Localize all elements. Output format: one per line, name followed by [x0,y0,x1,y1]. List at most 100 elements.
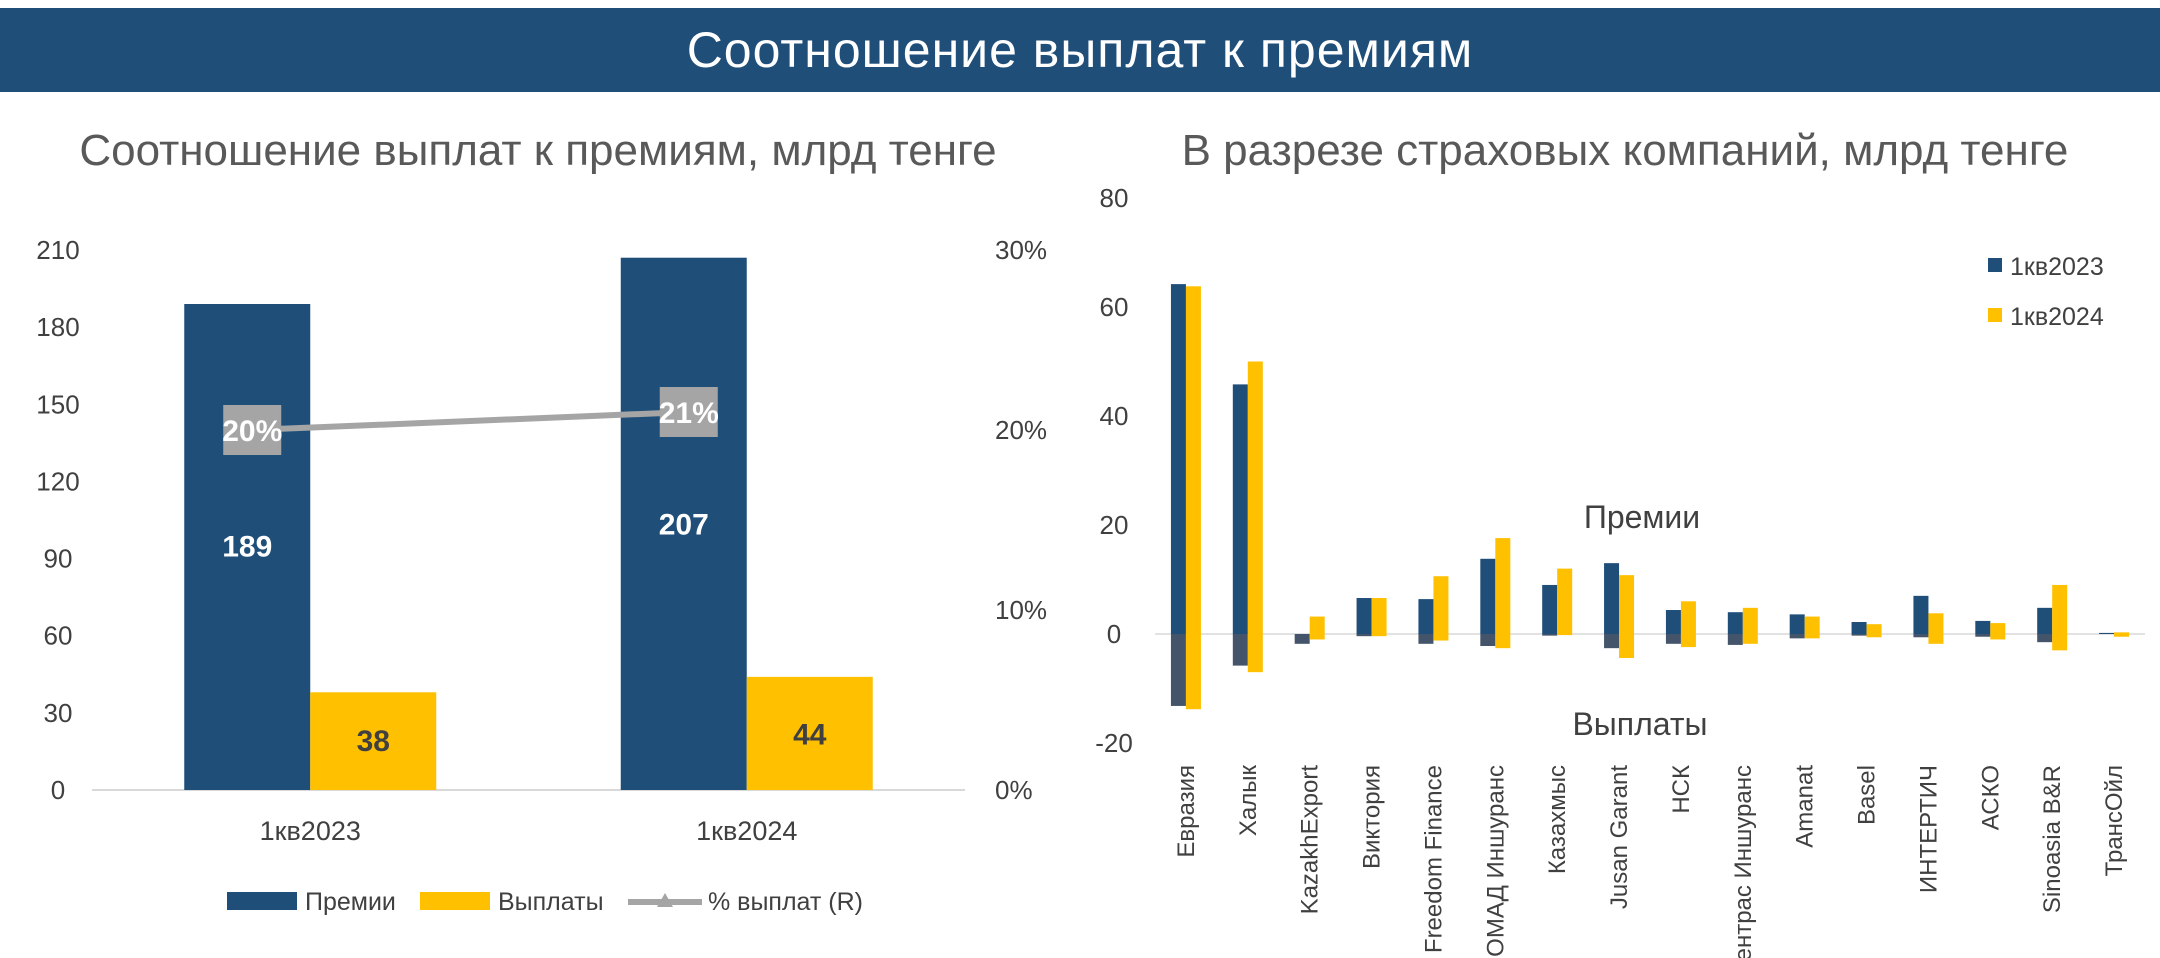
page-banner-title: Соотношение выплат к премиям [0,8,2160,92]
premium-bar-2024 [1495,538,1511,634]
left-bar-payouts [746,676,873,790]
legend-label-2023: 1кв2023 [2010,253,2104,281]
company-label: АСКО [1977,765,2004,830]
right-y-tick: -20 [1095,728,1133,758]
premium-bar-2024 [1990,623,2006,634]
company-label: Jusan Garant [1606,765,1633,909]
payout-bar-2024 [1804,634,1820,639]
company-label: Виктория [1359,765,1386,869]
premium-bar-2024 [1185,286,1201,634]
ratio-label: 20% [222,415,282,448]
premium-bar-2023 [1665,610,1681,634]
right-y-tick: 60 [1100,292,1129,322]
legend-marker-ratio [657,893,673,907]
payout-bar-2024 [1990,634,2006,640]
payout-bar-2024 [1680,634,1696,648]
payout-bar-2023 [1665,634,1681,644]
left-bar-label: 38 [357,725,390,758]
ratio-label: 21% [659,397,719,430]
left-y2-tick: 0% [995,775,1033,805]
annotation-payouts: Выплаты [1572,706,1707,742]
left-bar-payouts [310,692,437,790]
premium-bar-2024 [1866,624,1882,634]
right-chart-title: В разрезе страховых компаний, млрд тенге [1182,126,2069,175]
premium-bar-2023 [1727,612,1743,634]
right-y-tick: 80 [1100,183,1129,213]
left-y-tick: 210 [36,235,79,265]
company-label: KazakhExport [1297,765,1324,915]
premium-bar-2024 [1433,576,1449,634]
premium-bar-2023 [1480,558,1496,634]
payout-bar-2024 [1742,634,1758,644]
payout-bar-2023 [1975,634,1991,637]
left-y2-tick: 10% [995,595,1047,625]
company-label: Amanat [1792,765,1819,848]
ratio-point [659,387,718,437]
left-y2-tick: 30% [995,235,1047,265]
payout-bar-2024 [1495,634,1511,649]
payout-bar-2024 [1928,634,1944,644]
premium-bar-2024 [1804,616,1820,634]
payout-bar-2023 [1232,634,1248,666]
company-label: Sinoasia B&R [2039,765,2066,913]
premium-bar-2023 [1913,595,1929,634]
premium-bar-2024 [1309,616,1325,634]
payout-bar-2024 [1247,634,1263,673]
payout-bar-2024 [1309,634,1325,640]
legend-swatch-premiums [227,892,297,910]
legend-label-2024: 1кв2024 [2010,303,2104,331]
left-x-category: 1кв2023 [260,816,361,846]
legend-swatch-2023 [1988,258,2002,272]
right-y-tick: 40 [1100,401,1129,431]
left-y-tick: 90 [44,544,73,574]
premium-bar-2023 [1975,620,1991,634]
premium-bar-2023 [1418,599,1434,634]
payout-bar-2024 [2052,634,2068,651]
company-label: Евразия [1173,765,1200,858]
premium-bar-2023 [1356,598,1372,634]
annotation-premiums: Премии [1584,499,1700,535]
payout-bar-2024 [2114,634,2130,637]
left-bar-premiums [620,257,747,790]
ratio-point [223,405,282,455]
premium-bar-2023 [1604,563,1620,634]
premium-bar-2024 [1928,613,1944,634]
premium-bar-2023 [1851,622,1867,634]
premium-bar-2024 [1680,601,1696,634]
payout-bar-2023 [2037,634,2053,643]
premiums-payouts-chart: Соотношение выплат к премиям, млрд тенге… [36,126,1047,916]
premium-bar-2024 [1247,361,1263,634]
left-chart-title: Соотношение выплат к премиям, млрд тенге [79,126,996,175]
payout-bar-2023 [1727,634,1743,645]
payout-bar-2024 [1619,634,1635,658]
company-label: ИНТЕРТИЧ [1915,765,1942,893]
premium-bar-2024 [1557,568,1573,634]
left-y-tick: 180 [36,312,79,342]
payout-bar-2023 [1170,634,1186,706]
legend-swatch-payouts [420,892,490,910]
legend-swatch-2024 [1988,308,2002,322]
payout-bar-2024 [1557,634,1573,636]
left-bar-premiums [184,304,311,790]
premium-bar-2024 [1619,575,1635,634]
payout-bar-2024 [1866,634,1882,638]
left-y2-tick: 20% [995,415,1047,445]
premium-bar-2024 [1371,598,1387,634]
legend-label-ratio: % выплат (R) [708,888,863,916]
company-label: ТрансОйл [2101,765,2128,876]
premium-bar-2023 [2037,607,2053,634]
company-label: Сентрас Иншуранс [1730,765,1757,958]
company-label: Freedom Finance [1420,765,1447,953]
payout-bar-2023 [1356,634,1372,637]
premium-bar-2024 [2052,584,2068,634]
left-y-tick: 30 [44,698,73,728]
left-x-category: 1кв2024 [696,816,797,846]
payout-bar-2023 [1480,634,1496,646]
legend-label-premiums: Премии [305,888,396,916]
payout-bar-2023 [1789,634,1805,639]
payout-bar-2023 [1913,634,1929,638]
company-label: Basel [1854,765,1881,825]
left-bar-label: 44 [793,719,827,752]
left-y-tick: 0 [51,775,65,805]
payout-bar-2024 [1371,634,1387,637]
